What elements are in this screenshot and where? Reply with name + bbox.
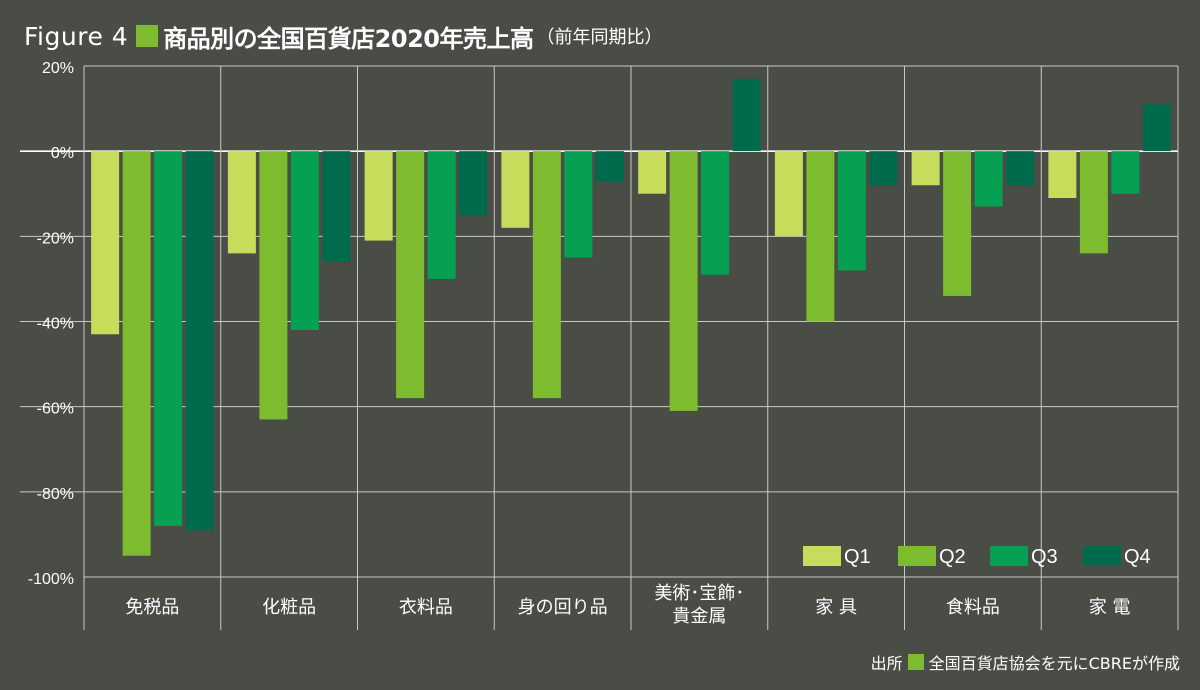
category-label: 美術･宝飾･	[654, 583, 744, 604]
bar-q3	[427, 151, 456, 279]
figure-label: Figure 4	[24, 21, 129, 51]
bar-q4	[732, 78, 761, 152]
legend-swatch-q3	[990, 546, 1028, 566]
category-label: 身の回り品	[518, 597, 608, 618]
legend-label-q4: Q4	[1124, 546, 1151, 568]
legend-swatch-q1	[803, 546, 841, 566]
bar-q1	[911, 151, 940, 186]
source-text: 全国百貨店協会を元にCBREが作成	[928, 654, 1180, 673]
y-tick-label: 0%	[51, 145, 74, 162]
legend-swatch-q2	[898, 546, 936, 566]
source-marker-square-icon	[907, 654, 924, 670]
category-label: 食料品	[946, 597, 1000, 618]
bar-q1	[501, 151, 530, 228]
bar-q4	[869, 151, 898, 186]
category-label: 化粧品	[262, 597, 316, 618]
bar-q3	[837, 151, 866, 271]
bar-q4	[1006, 151, 1035, 186]
bar-q4	[322, 151, 351, 262]
bar-q2	[1079, 151, 1108, 254]
figure-title: 商品別の全国百貨店2020年売上高	[163, 24, 534, 53]
bar-q1	[364, 151, 393, 241]
bar-q3	[154, 151, 183, 526]
category-label: 免税品	[125, 597, 179, 618]
category-label: 貴金属	[672, 606, 726, 627]
y-tick-label: -60%	[37, 401, 74, 418]
bar-q1	[1048, 151, 1077, 199]
legend-swatch-q4	[1083, 546, 1121, 566]
bar-q4	[1142, 104, 1171, 152]
bar-q2	[396, 151, 425, 399]
y-tick-label: -40%	[37, 316, 74, 333]
bar-q2	[532, 151, 561, 399]
bar-q4	[185, 151, 214, 531]
source-note: 出所 全国百貨店協会を元にCBREが作成	[871, 651, 1180, 673]
y-tick-label: -80%	[37, 486, 74, 503]
bar-q4	[459, 151, 488, 216]
bar-q2	[122, 151, 151, 556]
bar-q2	[806, 151, 835, 322]
y-tick-label: -100%	[28, 571, 74, 588]
bar-q3	[290, 151, 319, 331]
bar-q3	[564, 151, 593, 258]
bar-q1	[774, 151, 803, 237]
bar-q3	[974, 151, 1003, 207]
bar-q1	[638, 151, 667, 194]
legend-label-q2: Q2	[939, 546, 966, 568]
bar-q4	[595, 151, 624, 181]
legend-label-q1: Q1	[844, 546, 871, 568]
title-marker-square-icon	[136, 25, 159, 47]
bar-q1	[91, 151, 120, 335]
bar-q2	[943, 151, 972, 296]
category-label: 家 電	[1089, 597, 1131, 618]
bar-q2	[669, 151, 698, 411]
source-prefix: 出所	[870, 654, 903, 673]
figure-header: Figure 4 商品別の全国百貨店2020年売上高 （前年同期比）	[24, 16, 662, 56]
y-tick-label: -20%	[37, 230, 74, 247]
figure-subtitle: （前年同期比）	[536, 27, 663, 48]
category-label: 衣料品	[399, 597, 453, 618]
legend-label-q3: Q3	[1031, 546, 1058, 568]
bar-q3	[1111, 151, 1140, 194]
category-label: 家 具	[815, 597, 857, 618]
bar-q3	[701, 151, 730, 275]
bar-q1	[227, 151, 256, 254]
y-tick-label: 20%	[42, 60, 74, 77]
bar-q2	[259, 151, 288, 420]
